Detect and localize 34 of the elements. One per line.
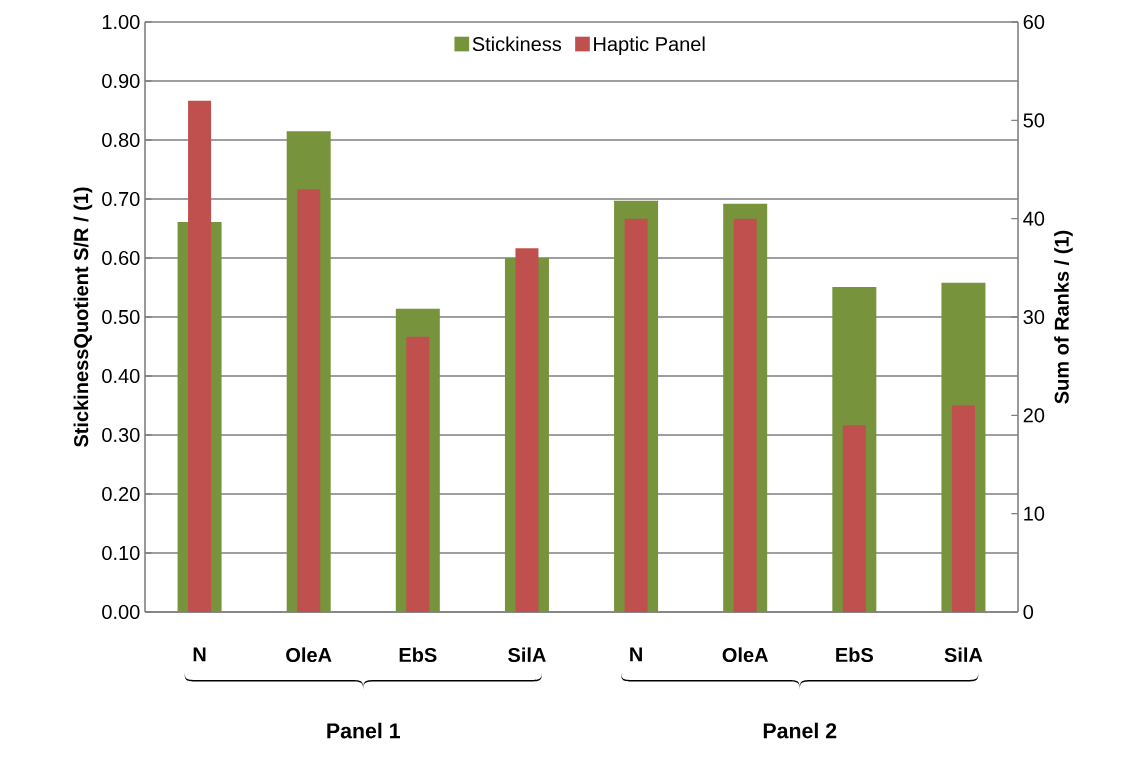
x-tick-label: EbS bbox=[399, 647, 437, 663]
y-tick-label: 0.40 bbox=[102, 368, 140, 384]
text: Panel 2 bbox=[763, 722, 837, 739]
y-tick-label: 0.00 bbox=[102, 604, 140, 620]
y2-tick-label: 0 bbox=[1023, 604, 1034, 620]
y2-tick-label: 50 bbox=[1023, 113, 1045, 128]
text: Panel 1 bbox=[327, 722, 400, 739]
bar bbox=[951, 405, 975, 612]
y2-axis-title: Sum of Ranks / (1) bbox=[1054, 230, 1073, 404]
bar bbox=[842, 425, 866, 612]
x-tick-label: OleA bbox=[722, 647, 768, 663]
y2-tick-label: 60 bbox=[1023, 14, 1045, 30]
x-tick-label: N bbox=[193, 647, 206, 662]
y-tick-label: 0.60 bbox=[102, 250, 140, 266]
y-axis-title: StickinessQuotient S/R / (1) bbox=[73, 187, 93, 447]
x-tick-label: SilA bbox=[944, 647, 983, 663]
y-tick-label: 0.90 bbox=[102, 73, 140, 89]
y2-tick-label: 20 bbox=[1023, 408, 1045, 423]
y-tick-label: 1.00 bbox=[102, 14, 140, 30]
y2-tick-label: 40 bbox=[1023, 211, 1045, 226]
legend-label: Haptic Panel bbox=[594, 36, 705, 56]
y-tick-label: 0.50 bbox=[102, 309, 140, 325]
legend-label: Stickiness bbox=[472, 36, 562, 52]
y2-tick-label: 30 bbox=[1023, 309, 1045, 325]
x-tick-label: SilA bbox=[508, 647, 546, 663]
y2-tick-label: 10 bbox=[1024, 506, 1045, 521]
x-tick-label: N bbox=[630, 647, 642, 662]
y-tick-label: 0.70 bbox=[102, 191, 140, 207]
x-tick-label: OleA bbox=[286, 647, 332, 663]
y-tick-label: 0.80 bbox=[102, 132, 140, 148]
x-tick-label: EbS bbox=[836, 647, 873, 663]
y-tick-label: 0.10 bbox=[102, 545, 140, 561]
y-tick-label: 0.30 bbox=[102, 427, 140, 443]
y-tick-label: 0.20 bbox=[102, 486, 140, 502]
